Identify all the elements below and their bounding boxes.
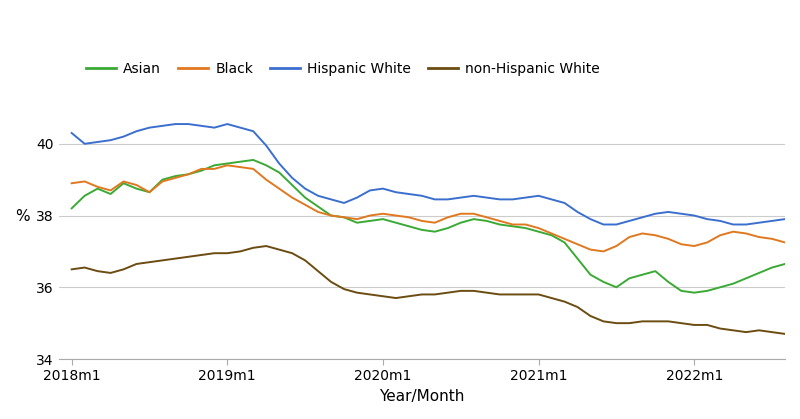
Asian xyxy=(690,290,699,295)
Hispanic White xyxy=(80,141,90,146)
Asian xyxy=(598,279,608,285)
Asian xyxy=(67,206,77,211)
Hispanic White xyxy=(546,197,556,202)
non-Hispanic White xyxy=(262,243,271,248)
non-Hispanic White xyxy=(611,321,621,326)
Black xyxy=(80,179,90,184)
Line: Asian: Asian xyxy=(72,153,800,292)
non-Hispanic White xyxy=(132,261,142,266)
Hispanic White xyxy=(132,129,142,134)
Y-axis label: %: % xyxy=(15,210,30,225)
Black xyxy=(560,236,570,241)
non-Hispanic White xyxy=(80,265,90,270)
Black xyxy=(222,163,232,168)
X-axis label: Year/Month: Year/Month xyxy=(379,389,465,404)
Black xyxy=(67,181,77,186)
Asian xyxy=(546,233,556,238)
Asian xyxy=(80,193,90,198)
Asian xyxy=(132,186,142,191)
Line: Black: Black xyxy=(72,166,800,257)
Hispanic White xyxy=(598,222,608,227)
Line: non-Hispanic White: non-Hispanic White xyxy=(72,246,800,339)
non-Hispanic White xyxy=(67,267,77,272)
Black xyxy=(611,243,621,248)
Hispanic White xyxy=(67,130,77,135)
Legend: Asian, Black, Hispanic White, non-Hispanic White: Asian, Black, Hispanic White, non-Hispan… xyxy=(80,57,606,82)
Line: Hispanic White: Hispanic White xyxy=(72,103,800,232)
non-Hispanic White xyxy=(560,299,570,304)
Black xyxy=(132,183,142,188)
